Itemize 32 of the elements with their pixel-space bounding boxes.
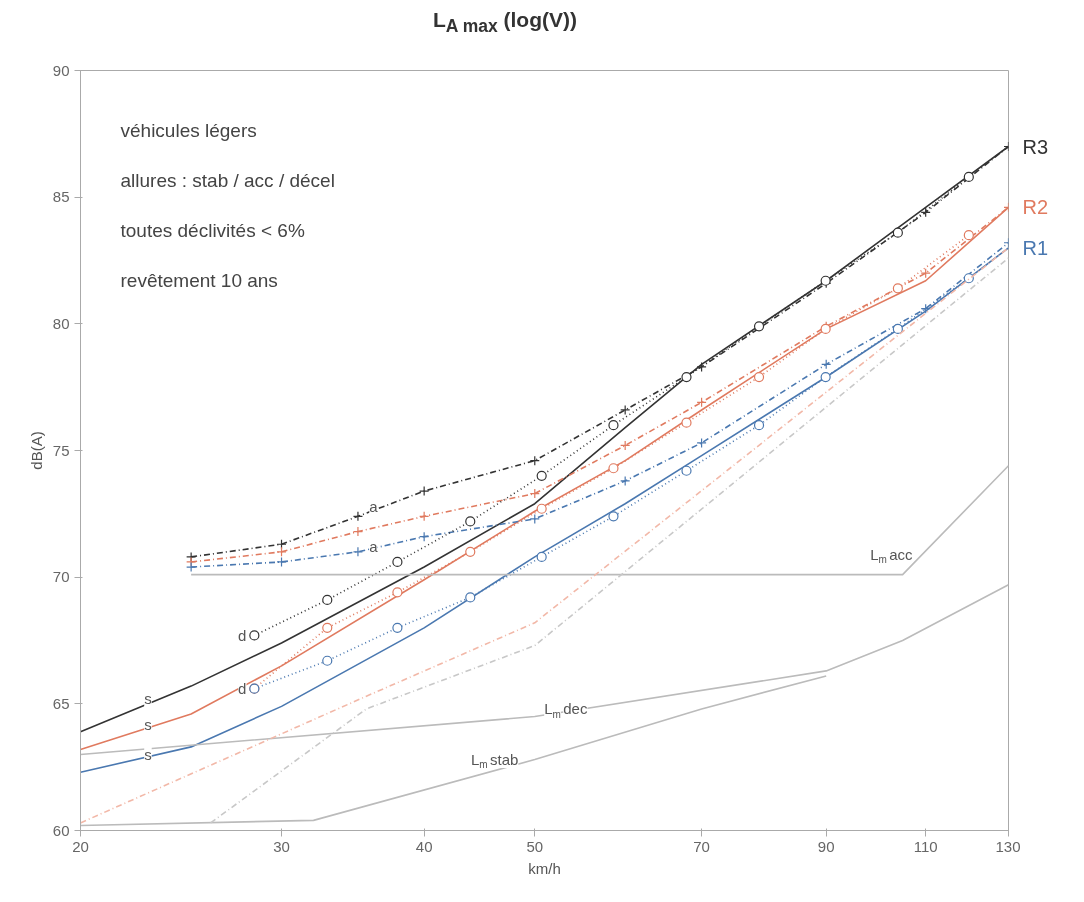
y-tick-label: 75: [52, 441, 70, 459]
annotation: a: [369, 497, 379, 515]
annotation: a: [369, 538, 379, 556]
annotation: d: [238, 626, 247, 644]
x-axis-title: km/h: [528, 859, 561, 877]
series-label: R2: [1022, 196, 1049, 219]
annotation: revêtement 10 ans: [120, 270, 278, 291]
annotation: allures : stab / acc / décel: [120, 170, 335, 191]
annotation: véhicules légers: [120, 120, 257, 141]
chart-title: L$_{A max}$ (log(V)): [432, 7, 578, 39]
annotation: s: [144, 746, 152, 763]
annotation: s: [144, 690, 152, 708]
y-tick-label: 80: [52, 314, 70, 332]
y-tick-label: 70: [52, 568, 70, 586]
y-tick-label: 65: [52, 694, 70, 712]
x-tick-label: 40: [415, 837, 433, 855]
x-tick-label: 30: [273, 837, 290, 855]
y-tick-label: 85: [52, 188, 70, 206]
x-tick-label: 50: [526, 837, 544, 855]
series-label: R1: [1022, 236, 1049, 259]
x-tick-label: 70: [693, 837, 710, 855]
x-tick-label: 20: [72, 837, 89, 855]
series-label: R3: [1022, 135, 1049, 158]
y-tick-label: 60: [52, 821, 70, 839]
annotation: s: [144, 715, 152, 733]
y-tick-label: 90: [52, 61, 70, 79]
annotation: d: [238, 680, 247, 698]
y-axis-title: dB(A): [27, 431, 45, 470]
x-tick-label: 110: [913, 837, 938, 855]
x-tick-label: 130: [995, 837, 1021, 855]
annotation: toutes déclivités < 6%: [120, 220, 305, 241]
x-tick-label: 90: [817, 837, 835, 855]
